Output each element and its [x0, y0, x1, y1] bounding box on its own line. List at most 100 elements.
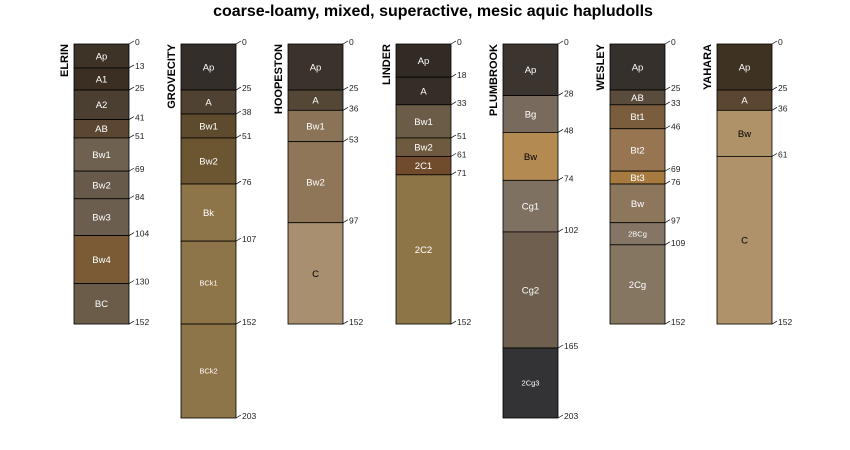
- depth-label: 41: [135, 113, 145, 123]
- horizon-label: Bt2: [630, 145, 644, 156]
- depth-tick: [771, 40, 778, 45]
- depth-tick: [235, 320, 242, 325]
- depth-label: 152: [671, 317, 685, 327]
- depth-label: 74: [564, 173, 574, 183]
- depth-tick: [235, 134, 242, 139]
- horizon-ap: [609, 43, 666, 91]
- depth-label: 0: [457, 37, 462, 47]
- horizon-label: Bw2: [414, 143, 432, 154]
- horizon-label: Cg2: [522, 285, 539, 296]
- horizon-2cg: [609, 244, 666, 325]
- depth-label: 0: [135, 37, 140, 47]
- depth-tick: [128, 195, 135, 200]
- horizon-bw1: [287, 109, 344, 143]
- horizon-label: C: [741, 236, 748, 247]
- depth-tick: [771, 86, 778, 91]
- depth-tick: [557, 40, 564, 45]
- depth-tick: [771, 320, 778, 325]
- depth-tick: [771, 107, 778, 111]
- profile-name: WESLEY: [595, 43, 607, 90]
- depth-label: 25: [671, 83, 681, 93]
- horizon-ap: [180, 43, 237, 91]
- horizon-2c2: [395, 174, 452, 325]
- depth-label: 165: [564, 341, 578, 351]
- horizon-label: Ap: [203, 62, 215, 73]
- depth-tick: [128, 64, 135, 69]
- horizon-label: Bw2: [92, 180, 110, 191]
- horizon-label: Ap: [418, 56, 430, 67]
- profile-name: PLUMBROOK: [488, 44, 500, 116]
- horizon-label: Bw: [631, 199, 644, 210]
- horizon-c: [287, 222, 344, 325]
- depth-label: 13: [135, 61, 145, 71]
- depth-tick: [664, 101, 671, 106]
- depth-tick: [128, 40, 135, 45]
- depth-tick: [664, 219, 671, 224]
- depth-label: 107: [242, 234, 256, 244]
- horizon-label: Bw: [738, 129, 751, 140]
- depth-tick: [128, 134, 135, 139]
- depth-tick: [342, 138, 349, 142]
- depth-tick: [342, 320, 349, 325]
- horizon-label: BCk2: [199, 367, 217, 376]
- depth-tick: [450, 320, 457, 325]
- depth-label: 28: [564, 89, 574, 99]
- profile-name: HOOPESTON: [273, 44, 285, 114]
- depth-tick: [557, 228, 564, 233]
- horizon-label: Bw1: [199, 121, 217, 132]
- profile-wesley: WESLEY Ap AB Bt1 Bt2 Bt3 Bw 2BCg 2Cg 0 25 33 46 69 76 9…: [595, 37, 685, 327]
- profile-grovecity: GROVECITY Ap A Bw1 Bw2 Bk BCk1 BCk2 0 25 38 51 76 107…: [166, 37, 256, 421]
- horizon-bw1: [395, 104, 452, 139]
- horizon-label: A: [420, 86, 427, 97]
- horizon-label: Bt3: [630, 173, 644, 184]
- profile-plumbrook: PLUMBROOK Ap Bg Bw Cg1 Cg2 2Cg3 0 28 48 74 102 165 20…: [488, 37, 578, 421]
- horizon-label: Ap: [632, 62, 644, 73]
- horizon-label: Bw3: [92, 213, 110, 224]
- horizon-label: Bg: [525, 109, 537, 120]
- horizon-a: [395, 76, 452, 106]
- horizon-bc: [73, 283, 130, 325]
- horizon-label: Ap: [96, 51, 108, 62]
- horizon-label: Bw2: [199, 156, 217, 167]
- horizon-bw2: [287, 141, 344, 224]
- profile-linder: LINDER Ap A Bw1 Bw2 2C1 2C2 0 18 33 51 61 71 152: [381, 37, 471, 327]
- depth-label: 0: [242, 37, 247, 47]
- horizon-ap: [395, 43, 452, 78]
- horizon-label: Bw1: [92, 150, 110, 161]
- chart-title: coarse-loamy, mixed, superactive, mesic …: [213, 3, 653, 20]
- horizon-bw: [609, 183, 666, 224]
- depth-label: 33: [671, 98, 681, 108]
- horizon-ap: [287, 43, 344, 91]
- depth-label: 152: [349, 317, 363, 327]
- horizon-label: Ap: [739, 62, 751, 73]
- depth-tick: [128, 280, 135, 284]
- depth-label: 25: [778, 83, 788, 93]
- horizon-label: C: [312, 269, 319, 280]
- horizon-label: Bw1: [414, 117, 432, 128]
- depth-label: 25: [135, 83, 145, 93]
- profile-name: GROVECITY: [166, 43, 178, 108]
- horizon-label: 2Cg3: [522, 379, 540, 388]
- horizon-cg2: [502, 231, 559, 349]
- depth-label: 97: [671, 216, 681, 226]
- depth-label: 18: [457, 70, 467, 80]
- horizon-bw2: [180, 137, 237, 185]
- profiles-group: ELRIN Ap A1 A2 AB Bw1 Bw2 Bw3 Bw4 BC 0 13 25 41 51 69 84…: [59, 37, 792, 421]
- depth-tick: [450, 171, 457, 176]
- depth-label: 36: [778, 103, 788, 113]
- depth-label: 0: [564, 37, 569, 47]
- depth-tick: [664, 241, 671, 246]
- depth-label: 109: [671, 238, 685, 248]
- horizon-label: Bk: [203, 208, 214, 219]
- depth-label: 152: [457, 317, 471, 327]
- depth-label: 38: [242, 107, 252, 117]
- horizon-label: AB: [631, 93, 644, 104]
- depth-tick: [128, 167, 135, 172]
- depth-tick: [557, 344, 564, 349]
- depth-tick: [664, 320, 671, 325]
- depth-tick: [128, 320, 135, 325]
- depth-label: 25: [349, 83, 359, 93]
- depth-label: 203: [564, 411, 578, 421]
- depth-tick: [342, 40, 349, 45]
- horizon-label: 2BCg: [628, 229, 647, 238]
